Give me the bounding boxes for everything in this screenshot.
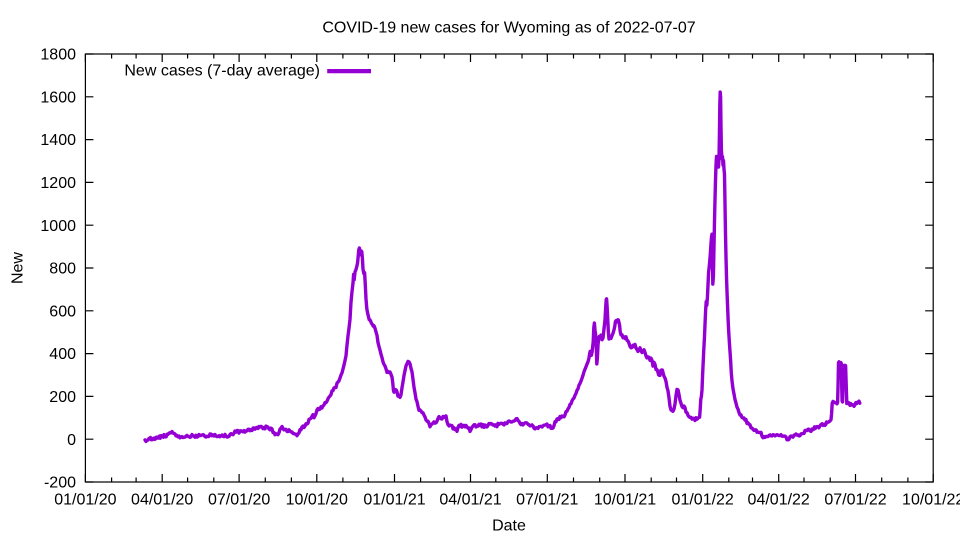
- svg-text:800: 800: [49, 261, 76, 278]
- svg-text:04/01/20: 04/01/20: [131, 492, 193, 509]
- svg-text:0: 0: [67, 432, 76, 449]
- svg-text:01/01/21: 01/01/21: [363, 492, 425, 509]
- svg-text:1400: 1400: [40, 132, 76, 149]
- svg-text:04/01/21: 04/01/21: [439, 492, 501, 509]
- svg-text:10/01/20: 10/01/20: [286, 492, 348, 509]
- svg-text:400: 400: [49, 346, 76, 363]
- svg-text:Date: Date: [492, 518, 526, 535]
- svg-text:07/01/20: 07/01/20: [208, 492, 270, 509]
- svg-text:07/01/21: 07/01/21: [516, 492, 578, 509]
- svg-text:01/01/20: 01/01/20: [54, 492, 116, 509]
- svg-text:600: 600: [49, 303, 76, 320]
- svg-text:04/01/22: 04/01/22: [748, 492, 810, 509]
- svg-text:-200: -200: [44, 475, 76, 492]
- svg-text:07/01/22: 07/01/22: [824, 492, 886, 509]
- svg-text:200: 200: [49, 389, 76, 406]
- svg-text:01/01/22: 01/01/22: [672, 492, 734, 509]
- svg-text:New cases (7-day average): New cases (7-day average): [124, 63, 320, 80]
- svg-text:1200: 1200: [40, 175, 76, 192]
- svg-text:1000: 1000: [40, 218, 76, 235]
- svg-text:New: New: [10, 252, 27, 284]
- svg-text:COVID-19 new cases for Wyoming: COVID-19 new cases for Wyoming as of 202…: [322, 20, 695, 37]
- svg-text:1800: 1800: [40, 47, 76, 64]
- svg-text:10/01/21: 10/01/21: [594, 492, 656, 509]
- svg-text:10/01/22: 10/01/22: [902, 492, 960, 509]
- svg-text:1600: 1600: [40, 89, 76, 106]
